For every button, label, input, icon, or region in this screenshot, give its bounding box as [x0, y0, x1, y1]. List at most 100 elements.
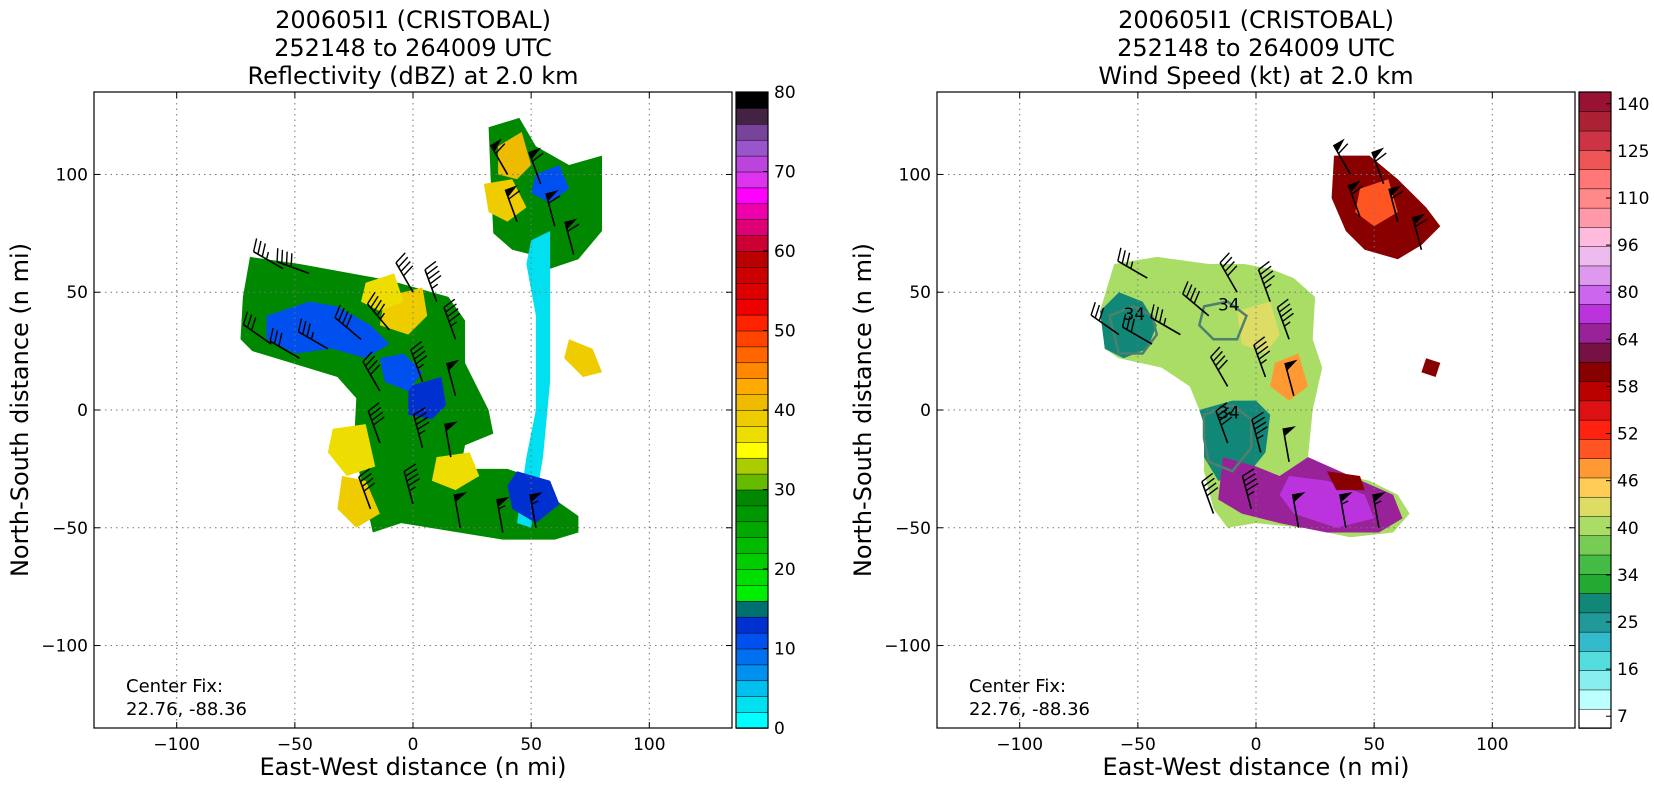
- contour-line: [1197, 300, 1249, 341]
- y-axis-label: North-South distance (n mi): [849, 243, 877, 577]
- data-region: [498, 132, 532, 180]
- colorbar-segment: [735, 680, 769, 697]
- wind-barb: [528, 147, 544, 185]
- colorbar-frame: [1578, 91, 1612, 729]
- colorbar-segment: [735, 266, 769, 284]
- x-tick-label: 50: [1363, 735, 1385, 755]
- colorbar-segment: [735, 409, 769, 427]
- colorbar-tick-label: 46: [1617, 472, 1639, 492]
- colorbar-tick-label: 64: [1617, 330, 1639, 350]
- x-tick-label: 0: [1251, 735, 1262, 755]
- colorbar-segment: [1578, 592, 1612, 614]
- x-tick-label: −100: [153, 735, 200, 755]
- wind-barb: [1117, 247, 1148, 279]
- colorbar-tick-label: 70: [774, 163, 796, 183]
- data-region: [1279, 476, 1375, 528]
- wind-barb: [252, 238, 284, 270]
- wind-barb: [1201, 472, 1219, 514]
- colorbar-segment: [735, 362, 769, 379]
- center-fix-annotation: Center Fix:: [126, 676, 223, 697]
- contour-line: [1108, 305, 1159, 355]
- chart-title-line: 200605I1 (CRISTOBAL): [1118, 6, 1394, 34]
- wind-barbs: [1090, 138, 1428, 528]
- colorbar-segment: [1578, 457, 1612, 479]
- colorbar-segment: [735, 298, 769, 316]
- x-axis-label: East-West distance (n mi): [1102, 753, 1409, 781]
- colorbar: 7 16 25 34 40 46 52 58 64 80 96 110 125 140: [1578, 91, 1649, 729]
- colorbar-segment: [735, 632, 769, 650]
- wind-barb: [1347, 180, 1364, 218]
- colorbar-segment: [735, 600, 769, 618]
- wind-barb: [1372, 492, 1386, 528]
- colorbar-segment: [1578, 91, 1612, 113]
- colorbar-segment: [735, 346, 769, 364]
- colorbar-segment: [735, 234, 769, 252]
- wind-barb: [334, 304, 362, 340]
- colorbar-segment: [735, 250, 769, 268]
- x-tick-label: 50: [520, 735, 542, 755]
- data-region: [1326, 471, 1365, 491]
- wind-barb: [1339, 492, 1353, 528]
- colorbar-segment: [735, 568, 769, 586]
- wind-barb: [1182, 281, 1210, 317]
- center-fix-annotation: Center Fix:: [969, 676, 1066, 697]
- colorbar-segment: [1578, 650, 1612, 671]
- contour-label: 34: [1123, 305, 1145, 325]
- colorbar-tick-label: 58: [1617, 377, 1639, 397]
- x-tick-label: 100: [1476, 735, 1508, 755]
- colorbar-segment: [1578, 130, 1612, 151]
- colorbar-segment: [1578, 535, 1612, 556]
- colorbar-segment: [1578, 361, 1612, 382]
- wind-barb: [443, 298, 461, 340]
- colorbar-segment: [1578, 111, 1612, 132]
- colorbar-segment: [735, 521, 769, 538]
- wind-barb: [424, 260, 442, 302]
- colorbar-tick-label: 34: [1617, 566, 1639, 586]
- colorbar-tick-label: 52: [1617, 425, 1639, 445]
- colorbar-segment: [735, 330, 769, 348]
- colorbar-segment: [1578, 168, 1612, 190]
- data-region: [1421, 358, 1441, 377]
- colorbar-segment: [735, 314, 769, 332]
- colorbar-tick-label: 80: [1617, 283, 1639, 303]
- colorbar-tick-label: 50: [774, 322, 796, 342]
- colorbar-segment: [735, 187, 769, 205]
- colorbar-segment: [735, 648, 769, 666]
- wind-barb: [410, 341, 428, 383]
- y-tick-label: −50: [52, 519, 88, 539]
- colorbar-segment: [735, 584, 769, 602]
- wind-barb: [269, 327, 300, 359]
- y-tick-label: 50: [66, 283, 88, 303]
- y-tick-label: 0: [77, 401, 88, 421]
- colorbar-segment: [1578, 496, 1612, 517]
- wind-barb: [358, 468, 376, 510]
- chart-title-line: 200605I1 (CRISTOBAL): [275, 6, 551, 34]
- colorbar-segment: [735, 171, 769, 189]
- wind-barb: [489, 138, 509, 175]
- data-region: [1355, 179, 1398, 227]
- colorbar-tick-label: 80: [774, 83, 796, 103]
- wind-barbs: [242, 138, 580, 533]
- wind-barb: [366, 292, 390, 331]
- colorbar-segment: [735, 282, 769, 300]
- data-region: [517, 231, 551, 528]
- chart-title-line: Wind Speed (kt) at 2.0 km: [1098, 62, 1413, 90]
- colorbar-tick-label: 110: [1617, 189, 1649, 209]
- colorbar-segment: [1578, 245, 1612, 267]
- x-tick-label: 0: [408, 735, 419, 755]
- wind-barb: [1121, 313, 1153, 345]
- wind-barb: [1276, 298, 1294, 340]
- y-tick-label: −50: [895, 519, 931, 539]
- colorbar-segment: [735, 552, 769, 570]
- wind-barb: [297, 318, 329, 350]
- wind-barb: [453, 492, 468, 528]
- wind-barb: [1257, 260, 1275, 302]
- colorbar-tick-label: 96: [1617, 236, 1639, 256]
- data-regions: [240, 117, 602, 540]
- data-region: [379, 353, 423, 392]
- colorbar-segment: [735, 218, 769, 236]
- wind-barb: [1253, 336, 1271, 378]
- wind-barb: [367, 402, 385, 444]
- colorbar-segment: [735, 616, 769, 634]
